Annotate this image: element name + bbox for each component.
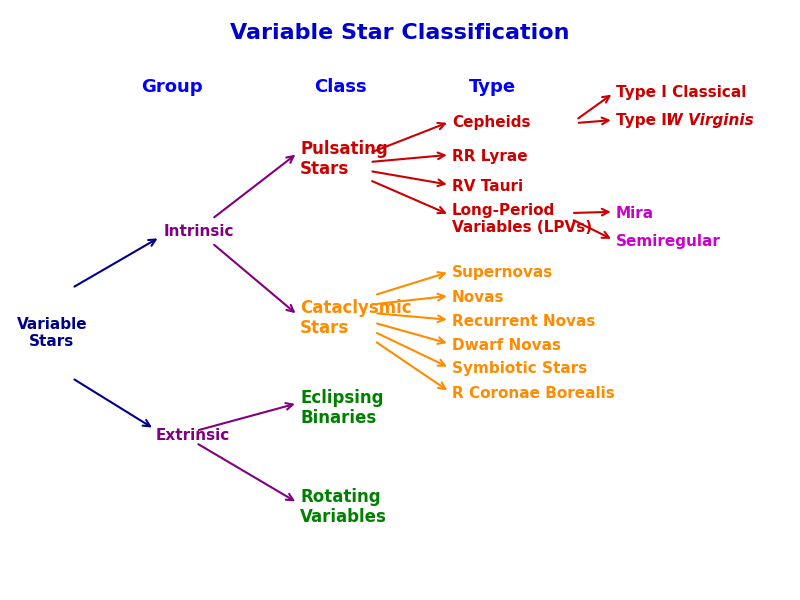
- Text: Intrinsic: Intrinsic: [164, 223, 234, 238]
- Text: Semiregular: Semiregular: [616, 233, 721, 248]
- Text: Cepheids: Cepheids: [452, 115, 530, 130]
- Text: Supernovas: Supernovas: [452, 265, 554, 280]
- Text: Type II: Type II: [616, 113, 678, 127]
- Text: Extrinsic: Extrinsic: [156, 427, 230, 443]
- Text: Long-Period
Variables (LPVs): Long-Period Variables (LPVs): [452, 203, 592, 235]
- Text: Dwarf Novas: Dwarf Novas: [452, 337, 561, 352]
- Text: Novas: Novas: [452, 289, 505, 304]
- Text: Variable
Stars: Variable Stars: [17, 317, 87, 349]
- Text: Group: Group: [141, 78, 203, 96]
- Text: Symbiotic Stars: Symbiotic Stars: [452, 361, 587, 377]
- Text: Type: Type: [469, 78, 515, 96]
- Text: Pulsating
Stars: Pulsating Stars: [300, 140, 388, 178]
- Text: Class: Class: [314, 78, 366, 96]
- Text: Type I Classical: Type I Classical: [616, 85, 746, 100]
- Text: Rotating
Variables: Rotating Variables: [300, 488, 387, 526]
- Text: Cataclysmic
Stars: Cataclysmic Stars: [300, 299, 412, 337]
- Text: W Virginis: W Virginis: [666, 113, 754, 127]
- Text: Eclipsing
Binaries: Eclipsing Binaries: [300, 389, 383, 427]
- Text: RR Lyrae: RR Lyrae: [452, 148, 528, 163]
- Text: Mira: Mira: [616, 205, 654, 220]
- Text: Recurrent Novas: Recurrent Novas: [452, 313, 595, 329]
- Text: Variable Star Classification: Variable Star Classification: [230, 23, 570, 43]
- Text: R Coronae Borealis: R Coronae Borealis: [452, 386, 614, 401]
- Text: RV Tauri: RV Tauri: [452, 179, 523, 193]
